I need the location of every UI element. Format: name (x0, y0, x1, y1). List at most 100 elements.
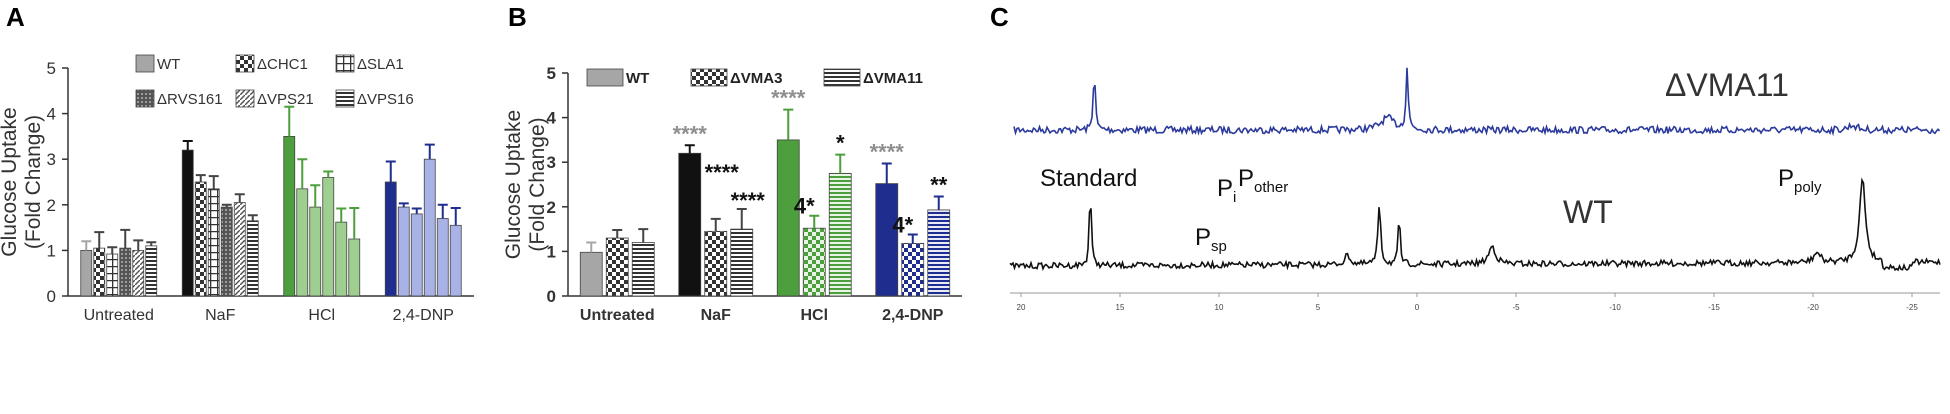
error-bar-dsla1-hcl (310, 184, 321, 208)
legend-swatch-dvma3 (690, 68, 728, 87)
legend-swatch-dchc1 (235, 54, 255, 73)
error-bar-dvps21-hcl (336, 207, 347, 223)
svg-text:P: P (1238, 165, 1254, 192)
bar-wt-2-4-dnp (875, 183, 899, 297)
bar-wt-naf (678, 152, 702, 297)
error-bar-dvps21-2-4-dnp (437, 203, 448, 219)
bar-wt-naf (181, 149, 194, 297)
y-tick-label: 2 (47, 196, 56, 215)
panel-label-b: B (508, 2, 527, 32)
bar-dchc1-untreated (93, 247, 106, 297)
legend-label-dvma3: ΔVMA3 (730, 70, 782, 87)
y-axis-label: (Fold Change) (22, 115, 45, 249)
bar-wt-untreated (579, 251, 603, 297)
bar-drvs161-2-4-dnp (423, 158, 436, 297)
y-tick-label: 0 (47, 287, 56, 306)
bar-dsla1-hcl (309, 206, 322, 297)
error-bar-wt-2-4-dnp (385, 160, 396, 182)
bar-dsla1-naf (207, 188, 220, 297)
bar-dvps16-naf (246, 220, 259, 297)
peak-label-pother: P other (1238, 165, 1288, 196)
legend-swatch-dvma11 (823, 68, 861, 87)
category-label-hcl: HCl (800, 307, 828, 324)
y-axis-label: (Fold Change) (526, 117, 549, 251)
bar-dvps21-hcl (335, 221, 348, 297)
error-bar-dvma3-2-4-dnp (907, 233, 918, 244)
panel-label-c: C (990, 2, 1009, 32)
error-bar-dvma3-naf (710, 217, 721, 232)
category-label-naf: NaF (205, 307, 235, 324)
ppm-tick-labels: 20 15 10 5 0 -5 -10 -15 -20 -25 (1017, 293, 1918, 312)
error-bar-dvps21-naf (234, 193, 245, 203)
category-label-hcl: HCl (308, 307, 335, 324)
error-bar-drvs161-untreated (120, 228, 131, 249)
legend-label-dsla1: ΔSLA1 (357, 56, 404, 73)
legend-swatch-dsla1 (335, 54, 355, 73)
error-bar-dvma11-untreated (638, 228, 649, 243)
significance-marker: 4* (794, 194, 815, 219)
y-tick-label: 5 (47, 59, 56, 78)
significance-marker: **** (731, 188, 766, 213)
legend-swatch-wt (586, 68, 624, 87)
y-axis-label: Glucose Uptake (502, 110, 525, 259)
svg-text:P: P (1195, 224, 1211, 251)
y-tick-label: 0 (547, 287, 556, 306)
ppm-tick-label: -20 (1807, 303, 1819, 312)
legend-swatch-dvps21 (235, 89, 255, 108)
series-label-dvma11: ΔVMA11 (1665, 67, 1789, 103)
error-bar-wt-naf (684, 144, 695, 154)
y-tick-label: 1 (47, 241, 56, 260)
bar-drvs161-naf (220, 206, 233, 297)
y-tick-label: 4 (547, 109, 557, 128)
series-label-wt: WT (1563, 194, 1613, 230)
peak-label-ppoly: P poly (1778, 165, 1822, 196)
legend-label-dvps21: ΔVPS21 (257, 91, 314, 108)
significance-marker: **** (771, 86, 806, 111)
error-bar-drvs161-2-4-dnp (424, 143, 435, 160)
error-bar-wt-hcl (284, 105, 295, 137)
significance-marker: ** (930, 173, 948, 198)
svg-text:P: P (1778, 165, 1794, 192)
ppm-tick-label: 10 (1215, 303, 1224, 312)
legend-label-drvs161: ΔRVS161 (157, 91, 223, 108)
bar-wt-2-4-dnp (384, 181, 397, 297)
error-bar-dvps16-naf (247, 214, 258, 221)
error-bar-dchc1-untreated (94, 231, 105, 249)
bar-dvps21-2-4-dnp (436, 218, 449, 297)
bar-dvma3-untreated (605, 237, 629, 297)
error-bar-dvps16-hcl (349, 206, 360, 239)
error-bar-dvma11-naf (736, 208, 747, 230)
bar-wt-hcl (283, 135, 296, 297)
peak-label-psp: P sp (1195, 224, 1227, 255)
error-bar-wt-2-4-dnp (881, 162, 892, 184)
ppm-tick-label: 5 (1316, 303, 1321, 312)
ppm-tick-label: 20 (1017, 303, 1026, 312)
error-bar-wt-naf (182, 139, 193, 151)
chart-panel-a: 0 1 2 3 4 5 Glucose Uptake (Fold Change) Untreat… (0, 54, 474, 324)
ppm-tick-label: 15 (1116, 303, 1125, 312)
error-bar-dchc1-naf (195, 174, 206, 182)
bar-dvps16-untreated (145, 245, 158, 297)
significance-marker: **** (673, 121, 708, 146)
bar-dvma3-naf (704, 230, 728, 297)
bar-drvs161-hcl (322, 177, 335, 297)
legend-label-wt: WT (626, 70, 649, 87)
bar-dsla1-untreated (106, 253, 119, 297)
category-label-naf: NaF (701, 307, 731, 324)
chart-panel-b: 0 1 2 3 4 5 Glucose Uptake (Fold Change) Untreat… (502, 64, 962, 324)
significance-marker: 4* (892, 212, 913, 237)
y-tick-label: 2 (547, 198, 556, 217)
y-tick-label: 1 (547, 242, 556, 261)
category-label-untreated: Untreated (580, 307, 655, 324)
bar-drvs161-untreated (119, 247, 132, 297)
peak-label-standard: Standard (1040, 165, 1137, 192)
legend-label-wt: WT (157, 56, 180, 73)
bar-dvma3-2-4-dnp (901, 242, 925, 297)
category-label-2-4-dnp: 2,4-DNP (393, 307, 454, 324)
nmr-spectra-panel: 20 15 10 5 0 -5 -10 -15 -20 -25 ΔVMA11 WT Standar… (1002, 40, 1948, 412)
error-bar-dvps21-untreated (133, 239, 144, 251)
ppm-tick-label: -15 (1708, 303, 1720, 312)
legend-swatch-dvps16 (335, 89, 355, 108)
significance-marker: **** (870, 140, 905, 165)
bar-dvps21-untreated (132, 249, 145, 297)
